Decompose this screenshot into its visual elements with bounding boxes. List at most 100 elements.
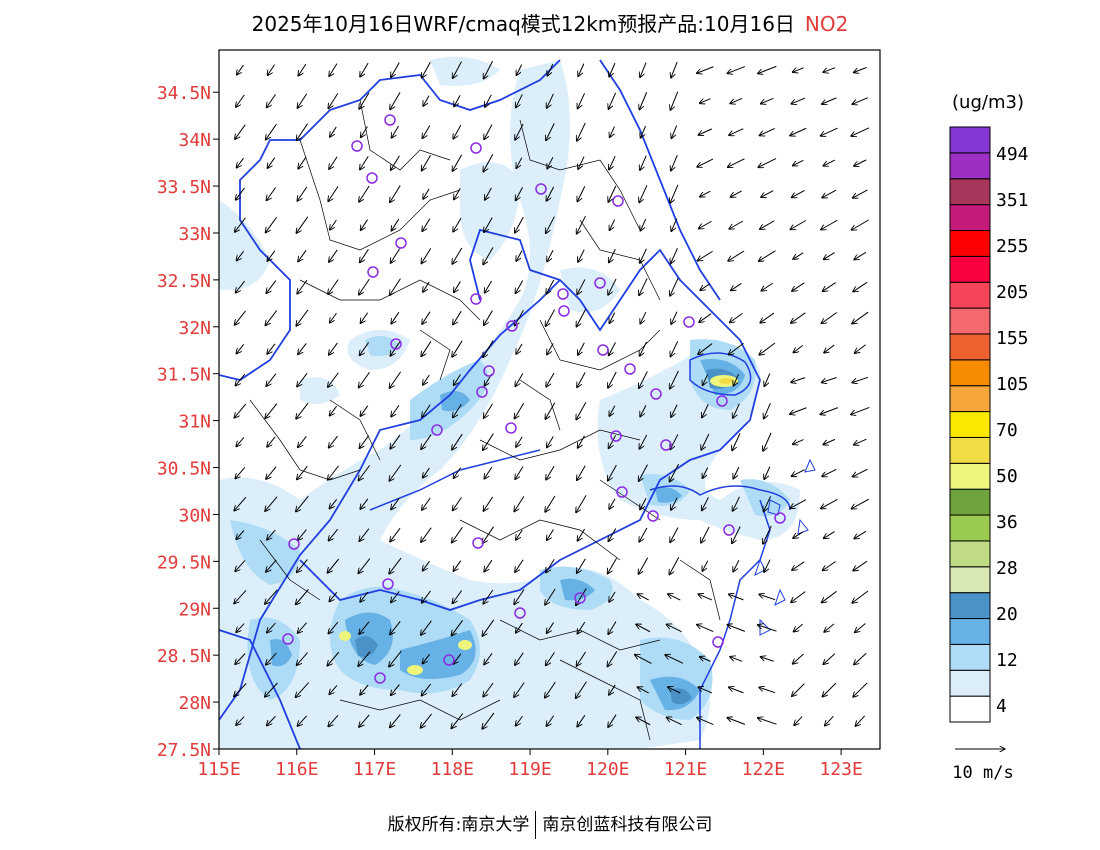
wind-arrow	[485, 187, 492, 200]
wind-arrow	[790, 220, 807, 229]
lat-label: 33.5N	[157, 177, 211, 198]
wind-arrow	[359, 92, 370, 109]
wind-arrow	[824, 623, 835, 632]
lat-label: 34.5N	[157, 83, 211, 104]
wind-arrow	[267, 436, 276, 447]
wind-arrow	[790, 407, 807, 414]
wind-arrow	[729, 128, 744, 136]
lat-label: 30N	[178, 505, 211, 526]
wind-arrow	[854, 251, 867, 259]
wind-arrow	[576, 651, 587, 666]
wind-arrow	[697, 717, 714, 726]
wind-arrow	[421, 248, 432, 263]
wind-arrow	[452, 433, 463, 450]
legend-swatch	[949, 333, 991, 361]
wind-arrow	[670, 91, 679, 111]
wind-arrow	[483, 496, 494, 511]
wind-arrow	[328, 715, 339, 726]
wind-arrow	[235, 280, 245, 293]
wind-arrow	[669, 556, 680, 575]
wind-arrow	[327, 651, 340, 666]
station-marker	[431, 424, 443, 436]
wind-arrow	[577, 215, 586, 234]
wind-arrow	[697, 624, 714, 633]
wind-arrow	[514, 682, 525, 698]
wind-arrow	[547, 250, 554, 261]
wind-arrow	[732, 526, 741, 543]
station-marker	[470, 142, 482, 154]
wind-arrow	[328, 186, 339, 202]
wind-arrow	[698, 128, 713, 135]
wind-arrow	[516, 715, 523, 726]
wind-arrow	[545, 681, 556, 698]
wind-arrow	[577, 372, 586, 388]
wind-arrow	[421, 434, 432, 450]
wind-arrow	[328, 372, 339, 388]
wind-arrow	[453, 124, 462, 139]
wind-arrow	[669, 463, 680, 482]
station-marker	[616, 486, 628, 498]
copyright-footer: 版权所有:南京大学 南京创蓝科技有限公司	[0, 810, 1100, 839]
wind-arrow	[267, 715, 276, 726]
wind-arrow	[822, 561, 836, 570]
wind-arrow	[545, 402, 556, 419]
lon-label: 116E	[275, 759, 318, 780]
wind-arrow	[358, 651, 371, 667]
wind-arrow	[820, 407, 839, 415]
wind-arrow	[267, 64, 276, 76]
wind-arrow	[267, 250, 276, 261]
footer-divider	[535, 811, 537, 839]
wind-arrow	[298, 250, 307, 261]
legend-swatch	[949, 229, 991, 257]
wind-arrow	[578, 435, 585, 448]
wind-arrow	[330, 126, 337, 137]
wind-arrow	[821, 312, 838, 324]
wind-arrow	[422, 560, 430, 571]
wind-arrow	[483, 682, 494, 697]
legend-swatch	[949, 695, 991, 723]
wind-arrow	[453, 61, 462, 79]
legend-swatch	[949, 592, 991, 620]
wind-arrow	[359, 714, 370, 727]
wind-arrow	[390, 620, 401, 634]
wind-arrow	[266, 466, 277, 479]
lon-label: 123E	[819, 759, 862, 780]
wind-arrow	[577, 465, 586, 481]
wind-arrow	[359, 342, 369, 355]
wind-arrow	[640, 404, 647, 417]
county-boundaries	[249, 99, 721, 741]
wind-arrow	[234, 683, 247, 696]
wind-arrow	[267, 343, 276, 354]
wind-arrow	[329, 405, 337, 416]
legend-label: 105	[996, 374, 1029, 395]
wind-arrow	[296, 589, 309, 604]
lat-label: 30.5N	[157, 459, 211, 480]
station-marker	[366, 172, 378, 184]
wind-arrow	[671, 125, 678, 139]
wind-arrow	[453, 404, 462, 417]
station-marker	[514, 607, 526, 619]
wind-arrow	[391, 311, 400, 324]
wind-arrow	[422, 590, 431, 603]
wind-arrow	[763, 496, 772, 511]
wind-arrow	[639, 371, 648, 389]
wind-arrow	[266, 652, 277, 665]
wind-arrow	[727, 625, 746, 632]
wind-arrow	[484, 653, 493, 664]
wind-arrow	[296, 123, 308, 141]
wind-arrow	[390, 527, 401, 542]
wind-arrow	[297, 559, 308, 572]
wind-arrow	[295, 682, 310, 698]
wind-arrow	[791, 97, 806, 104]
wind-arrow	[759, 342, 776, 355]
wind-arrow	[851, 498, 869, 509]
wind-arrow	[760, 312, 775, 323]
wind-arrow	[640, 155, 647, 171]
wind-arrow	[853, 189, 868, 198]
lat-label: 28.5N	[157, 646, 211, 667]
legend-label: 494	[996, 144, 1029, 165]
wind-arrow	[422, 404, 431, 417]
wind-arrow	[546, 279, 555, 294]
wind-arrow	[452, 683, 463, 697]
wind-arrow	[759, 594, 776, 601]
